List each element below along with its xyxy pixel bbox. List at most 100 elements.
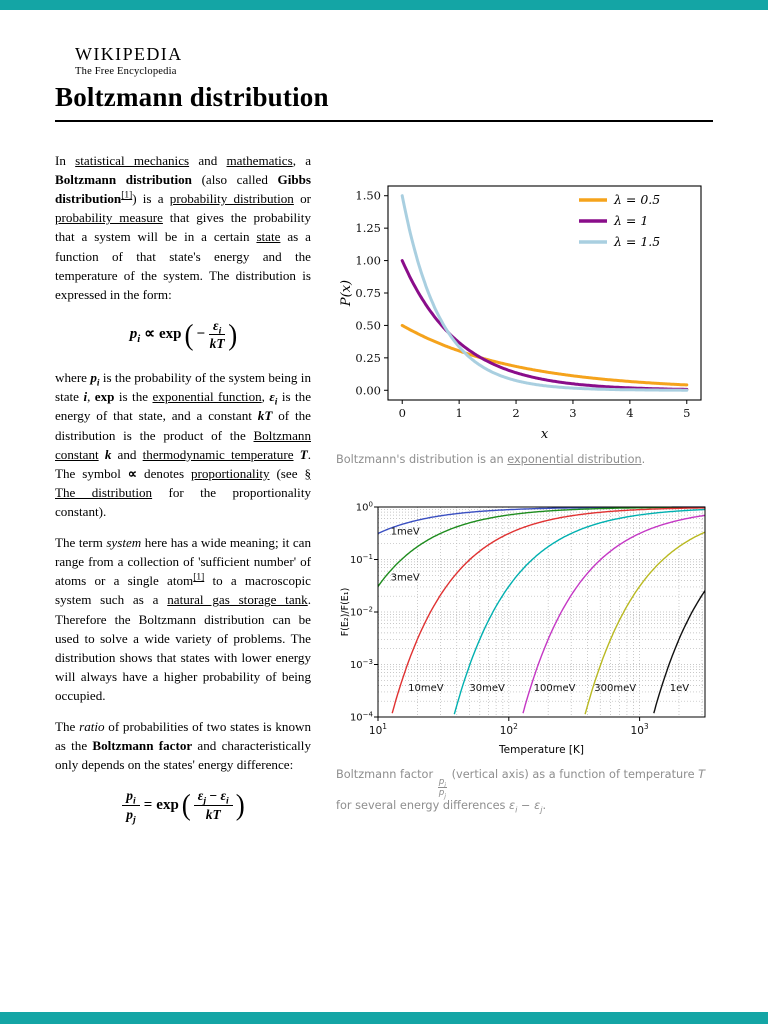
open-paren: ( (181, 788, 191, 822)
exp-function: exp (158, 326, 182, 343)
text-run: The term (55, 535, 107, 551)
svg-text:0.25: 0.25 (355, 351, 381, 365)
text-run: j (133, 814, 136, 826)
text-run: Gibbs distribution (55, 172, 311, 207)
article-link[interactable]: natural gas storage tank (167, 592, 308, 608)
fraction: εj − εi kT (193, 788, 233, 823)
svg-text:λ = 0.5: λ = 0.5 (613, 192, 660, 207)
text-run: Boltzmann distribution (55, 172, 192, 188)
svg-text:10−4: 10−4 (350, 710, 374, 723)
inline-fraction: pi pj (437, 777, 448, 800)
text-run: . (641, 453, 646, 466)
text-run: to a macroscopic system such as a (55, 573, 311, 608)
article-link[interactable]: [1] (193, 572, 205, 583)
text-run: is the probability of the system being i… (55, 370, 311, 405)
svg-text:1.50: 1.50 (355, 189, 381, 203)
svg-text:100: 100 (356, 500, 373, 513)
text-run: . Therefore the Boltzmann distribution c… (55, 592, 312, 703)
text-run: ε (197, 788, 204, 804)
article-link[interactable]: statistical mechanics (75, 153, 190, 168)
text-run: i (218, 325, 222, 337)
text-run: where (55, 370, 91, 386)
svg-text:λ = 1: λ = 1 (613, 213, 648, 228)
text-run: ) is a (132, 191, 170, 207)
text-run: Boltzmann factor (92, 738, 193, 754)
text-run: i (96, 378, 100, 389)
paragraph-intro: In statistical mechanics and mathematics… (55, 151, 311, 304)
article-link[interactable]: mathematics (226, 153, 293, 168)
text-run: ratio (79, 719, 105, 735)
formula-boltzmann-factor: pi pj = exp ( εj − εi kT ) (55, 788, 311, 826)
svg-text:0: 0 (399, 406, 406, 420)
svg-text:101: 101 (369, 722, 387, 737)
article-link[interactable]: § The distribution (55, 465, 311, 500)
open-paren: ( (184, 318, 194, 351)
text-run: i (137, 333, 141, 346)
article-body: In statistical mechanics and mathematics… (55, 151, 311, 839)
article-link[interactable]: exponential distribution (507, 453, 642, 466)
text-run: ε (269, 389, 275, 405)
exp-function: exp (156, 796, 179, 813)
text-run: The (55, 719, 80, 735)
svg-text:P(x): P(x) (339, 280, 354, 307)
text-run: i (133, 796, 136, 808)
text-run: is the (114, 389, 153, 405)
svg-text:3: 3 (569, 406, 576, 420)
article-link[interactable]: probability distribution (169, 191, 294, 207)
svg-text:Temperature [K]: Temperature [K] (498, 744, 584, 756)
svg-text:102: 102 (500, 722, 518, 737)
page-title: Boltzmann distribution (55, 82, 329, 112)
text-run: (vertical axis) as a function of tempera… (448, 767, 699, 781)
text-run: for the proportionality constant). (55, 484, 312, 520)
text-run: kT (257, 408, 273, 424)
text-run: (also called (191, 172, 278, 188)
fraction-denominator: kT (210, 335, 225, 352)
article-link[interactable]: Boltzmann constant (55, 427, 311, 462)
svg-text:1meV: 1meV (391, 526, 420, 537)
svg-text:10meV: 10meV (408, 683, 444, 694)
svg-text:1: 1 (455, 406, 462, 420)
article-link[interactable]: [1] (121, 190, 133, 201)
svg-text:10−1: 10−1 (350, 553, 373, 566)
svg-text:3meV: 3meV (391, 572, 420, 583)
exponential-chart: 0 1 2 3 4 5 0.00 0.25 0.50 0.75 1.00 1.25 1.50 x P(x) λ… (339, 185, 702, 442)
svg-text:1.00: 1.00 (355, 254, 381, 268)
paragraph-ratio: The ratio of probabilities of two states… (55, 717, 311, 774)
text-run: i (83, 389, 88, 405)
text-run: p (438, 788, 445, 799)
text-run: T (299, 446, 308, 462)
text-run: , (87, 389, 95, 405)
text-run: kT (205, 806, 221, 822)
text-run: T (698, 767, 706, 781)
text-run: ε (213, 317, 219, 333)
svg-text:F(E₂)/F(E₁): F(E₂)/F(E₁) (340, 588, 351, 637)
text-run: In (55, 153, 76, 168)
fraction-numerator: pi (122, 788, 140, 808)
fraction-denominator: pj (126, 806, 136, 826)
text-run: ε (220, 788, 227, 804)
text-run: of the distribution is the product of th… (55, 408, 311, 443)
fraction-denominator: kT (206, 806, 221, 823)
figure-caption-exponential: Boltzmann's distribution is an exponenti… (336, 452, 713, 469)
title-rule (55, 120, 713, 123)
article-link[interactable]: proportionality (190, 465, 270, 481)
boltzmann-factor-chart: 101 102 103 100 10−1 10−2 10−3 10−4 1meV 3meV 10me… (340, 500, 706, 756)
text-run: i (274, 397, 278, 408)
svg-text:0.00: 0.00 (355, 383, 381, 397)
article-link[interactable]: thermodynamic temperature (142, 446, 294, 462)
text-run: p (126, 788, 134, 804)
svg-text:1eV: 1eV (670, 683, 690, 694)
fraction-numerator: εj − εi (193, 788, 233, 806)
article-link[interactable]: probability measure (55, 210, 163, 226)
text-run: ∝ (127, 465, 138, 481)
formula-distribution: pi ∝ exp ( − εi kT ) (55, 318, 311, 352)
text-run: that gives the probability that a system… (55, 210, 311, 245)
text-run: as a function of that state's energy and… (55, 229, 311, 302)
text-run: , a (292, 153, 312, 168)
text-run: p (438, 777, 445, 788)
article-link[interactable]: exponential function (152, 389, 262, 405)
equals-sign: = (143, 796, 153, 813)
wikipedia-tagline: The Free Encyclopedia (75, 66, 177, 77)
text-run: and (189, 153, 227, 168)
article-link[interactable]: state (256, 229, 281, 245)
